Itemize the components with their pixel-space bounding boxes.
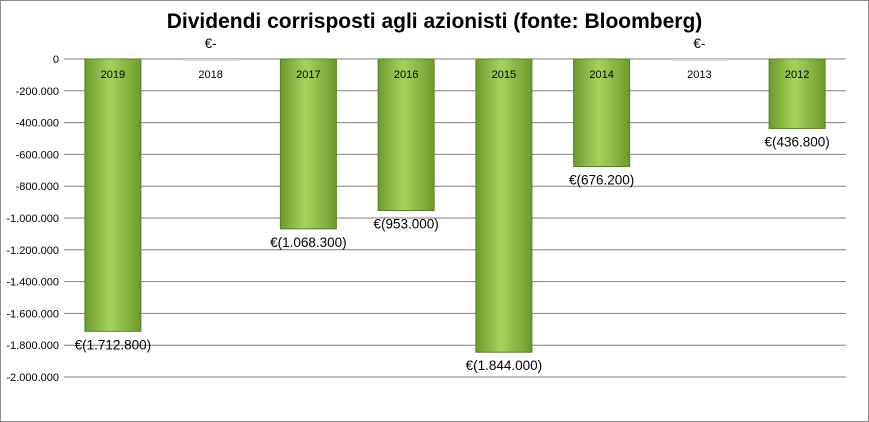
data-labels: €(1.712.800) €- €(1.068.300) €(953.000) €(1.… [75,36,830,373]
data-label: €(953.000) [373,217,438,232]
category-label: 2012 [785,69,809,81]
category-label: 2016 [394,69,418,81]
y-tick-label: -1.000.000 [6,213,59,225]
bar-2013 [671,59,728,61]
data-label: €(676.200) [569,173,634,188]
bar-2018 [182,59,239,61]
data-label: €(1.844.000) [466,358,543,373]
data-label: €(1.068.300) [270,235,347,250]
y-tick-label: -400.000 [16,118,59,130]
category-label: 2013 [687,69,711,81]
chart-title: Dividendi corrisposti agli azionisti (fo… [166,10,703,33]
category-label: 2014 [589,69,613,81]
data-label: €- [693,36,705,51]
y-tick-label: -600.000 [16,149,59,161]
bar-2012 [768,58,826,129]
bar-2017 [279,58,337,230]
category-label: 2018 [198,69,222,81]
data-label: €- [205,36,217,51]
data-label: €(436.800) [764,134,829,149]
y-tick-label: -1.400.000 [6,277,59,289]
y-tick-label: -1.200.000 [6,245,59,257]
gridlines [64,58,846,378]
y-tick-label: -1.800.000 [6,340,59,352]
bar-2016 [377,58,435,212]
y-axis-ticks: 0 -200.000 -400.000 -600.000 -800.000 -1.000.… [6,54,59,384]
y-tick-label: -200.000 [16,86,59,98]
y-tick-label: -2.000.000 [6,372,59,384]
bar-2014 [573,58,631,168]
bar-2015 [475,58,533,353]
category-label: 2017 [296,69,320,81]
category-label: 2019 [101,69,125,81]
data-label: €(1.712.800) [75,337,152,352]
y-tick-label: -800.000 [16,181,59,193]
y-tick-label: 0 [53,54,59,66]
category-labels: 2019 2018 2017 2016 2015 2014 2013 2012 [101,69,810,81]
category-label: 2015 [492,69,516,81]
y-tick-label: -1.600.000 [6,308,59,320]
bar-2019 [84,58,142,332]
bars [84,58,826,353]
